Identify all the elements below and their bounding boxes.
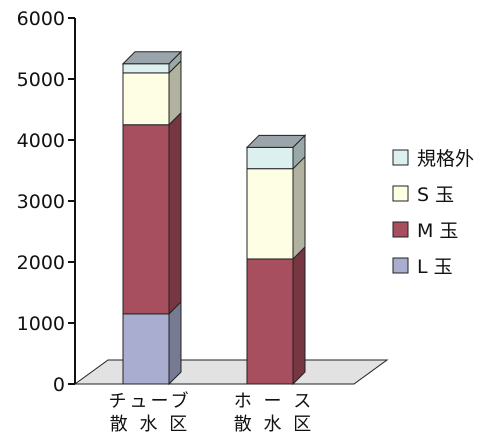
bar-segment-side [168,300,182,386]
legend-swatch [392,185,409,202]
legend-swatch [392,221,409,238]
y-tick-label: 4000 [17,130,65,152]
legend-label: S 玉 [417,184,454,206]
legend-label: L 玉 [417,256,453,278]
category-label: 散 水 区 [110,414,190,435]
bar-segment-side [292,245,306,386]
y-tick-label: 6000 [17,8,65,30]
y-tick-label: 2000 [17,252,65,274]
bar-segment-front [122,63,170,74]
bar-segment-side [168,111,182,316]
legend-label: M 玉 [417,220,458,242]
y-tick-label: 1000 [17,313,65,335]
category-label: チューブ [109,390,192,412]
bar-segment-front [122,313,170,385]
legend-label: 規格外 [417,148,474,170]
y-tick-label: 3000 [17,191,65,213]
category-label: 散 水 区 [234,414,314,435]
bar-segment-front [246,168,294,260]
legend-swatch [392,149,409,166]
y-tick-label: 0 [53,374,65,396]
bar-segment-side [292,155,306,261]
bar-top-face [245,134,307,148]
category-label: ホ ー ス [234,391,314,412]
bar-segment-front [122,72,170,126]
bar-top-face [121,51,183,65]
bar-segment-front [122,124,170,315]
y-tick-label: 5000 [17,69,65,91]
bar-segment-front [246,146,294,170]
legend-swatch [392,257,409,274]
bar-segment-front [246,258,294,385]
chart-floor [73,359,389,385]
